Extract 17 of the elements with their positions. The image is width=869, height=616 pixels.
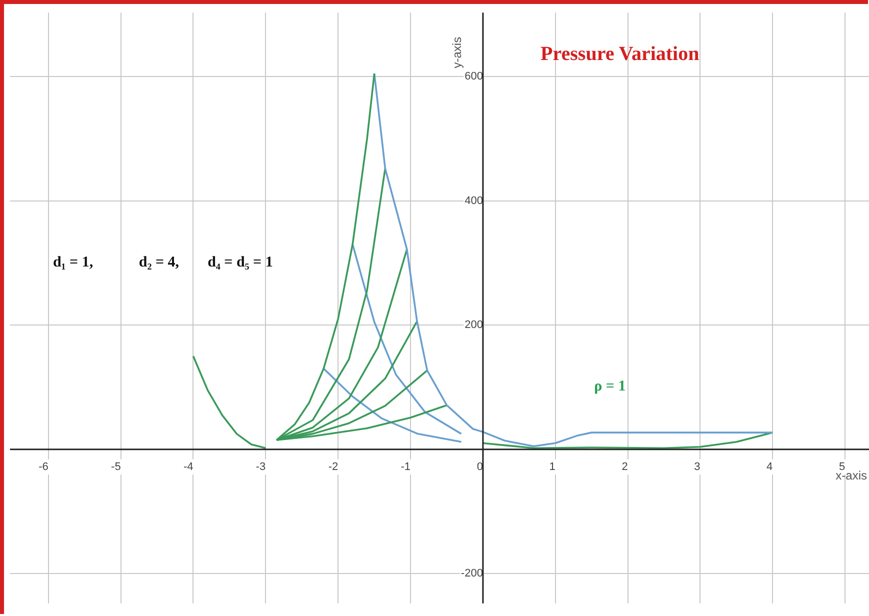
y-axis-title: y-axis xyxy=(450,36,464,68)
annotation: d₄ = d₅ = 1 xyxy=(208,254,273,271)
x-tick-label: -1 xyxy=(400,460,411,473)
x-tick-label: -4 xyxy=(183,460,194,473)
annotation: ρ = 1 xyxy=(594,378,626,395)
x-tick-label: 1 xyxy=(549,460,556,473)
x-tick-label: 4 xyxy=(766,460,773,473)
x-tick-label: 3 xyxy=(694,460,700,473)
x-tick-label: -3 xyxy=(256,460,266,473)
annotation: d₂ = 4, xyxy=(138,254,180,271)
x-tick-label: 5 xyxy=(838,460,846,473)
x-tick-label: -2 xyxy=(328,460,338,473)
x-tick-label: 2 xyxy=(622,460,628,473)
annotation: d₁ = 1, xyxy=(52,254,94,271)
x-tick-label: -5 xyxy=(111,460,121,473)
text: Pressure Variation xyxy=(540,43,700,65)
x-tick-label: -6 xyxy=(38,460,48,473)
